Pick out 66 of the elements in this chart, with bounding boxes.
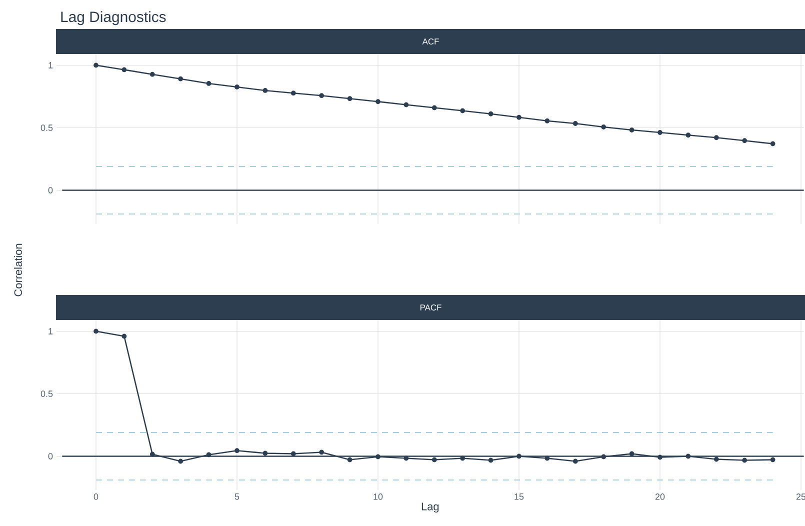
- point: [262, 450, 268, 456]
- point: [376, 99, 380, 104]
- point: [572, 458, 578, 464]
- x-tick-label: 5: [234, 494, 240, 500]
- x-tick-label: 10: [374, 494, 383, 500]
- point: [122, 334, 127, 339]
- x-tick-label: 0: [94, 494, 98, 500]
- point: [629, 451, 634, 456]
- x-axis-title: Lag: [422, 502, 439, 513]
- point: [460, 456, 466, 461]
- point: [234, 448, 240, 454]
- point: [714, 456, 719, 462]
- point: [544, 118, 550, 124]
- point: [770, 141, 776, 146]
- point: [742, 138, 748, 144]
- point: [601, 124, 606, 130]
- x-tick-label: 20: [655, 494, 665, 500]
- point: [686, 454, 691, 459]
- point: [629, 128, 634, 132]
- point: [516, 114, 522, 120]
- point: [404, 102, 409, 108]
- point: [601, 454, 606, 460]
- y-tick-label: 0: [48, 453, 53, 460]
- point: [460, 108, 466, 114]
- y-tick-label: 0: [48, 187, 53, 194]
- point: [262, 88, 268, 93]
- point: [488, 111, 494, 116]
- point: [658, 454, 662, 460]
- point: [150, 72, 155, 77]
- point: [404, 456, 409, 461]
- point: [714, 135, 719, 140]
- point: [178, 76, 184, 82]
- point: [150, 452, 155, 457]
- point: [234, 84, 240, 90]
- y-axis-title: Correlation: [14, 244, 22, 296]
- point: [432, 105, 437, 110]
- point: [290, 90, 296, 96]
- point: [516, 454, 522, 459]
- point: [206, 452, 212, 458]
- point: [742, 458, 748, 463]
- chart-title: Lag Diagnostics: [61, 11, 166, 26]
- point: [376, 454, 380, 460]
- point: [319, 93, 324, 98]
- point: [94, 62, 98, 68]
- y-tick-label: 0.5: [40, 124, 53, 131]
- point: [770, 457, 776, 462]
- point: [347, 96, 352, 102]
- point: [544, 456, 550, 461]
- point: [488, 458, 494, 463]
- chart-subtitle: ACF: [422, 38, 439, 44]
- point: [206, 81, 212, 86]
- point: [658, 130, 662, 135]
- point: [122, 67, 127, 72]
- y-tick-label: 1: [48, 328, 53, 334]
- point: [319, 450, 324, 455]
- point: [178, 458, 184, 464]
- y-tick-label: 1: [48, 62, 53, 68]
- y-tick-label: 0.5: [40, 390, 53, 397]
- point: [572, 121, 578, 126]
- point: [290, 451, 296, 456]
- chart-subtitle: PACF: [420, 304, 442, 310]
- x-tick-label: 15: [514, 494, 524, 500]
- point: [432, 457, 437, 462]
- point: [347, 457, 352, 462]
- point: [686, 132, 691, 138]
- point: [94, 328, 98, 334]
